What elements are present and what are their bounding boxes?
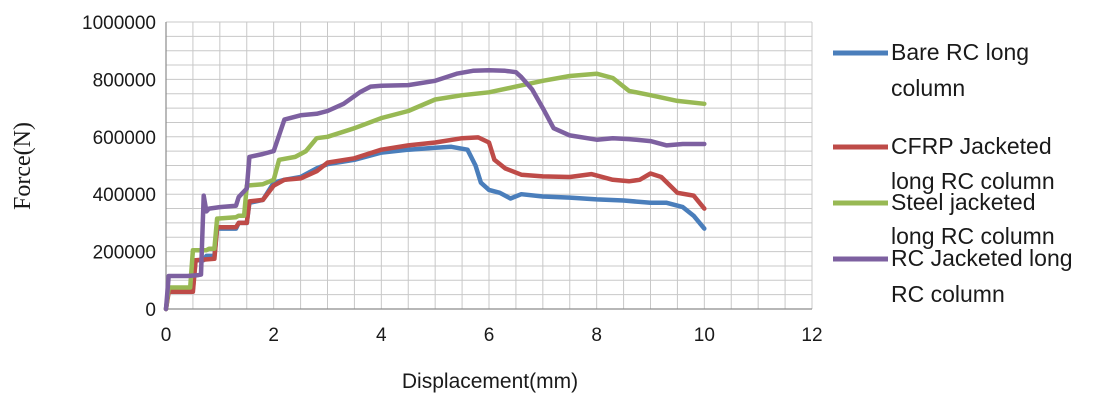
x-tick-label: 6 <box>484 325 495 346</box>
axes <box>165 22 812 310</box>
legend: Bare RC long column CFRP Jacketed long RC c… <box>833 39 1073 307</box>
y-tick-label: 800000 <box>93 70 156 91</box>
legend-label: RC Jacketed long <box>891 245 1073 271</box>
y-tick-label: 0 <box>145 300 156 321</box>
x-tick-label: 10 <box>694 325 715 346</box>
legend-label: column <box>891 75 965 101</box>
x-tick-label: 4 <box>376 325 387 346</box>
y-tick-label: 200000 <box>93 243 156 264</box>
series-line-rc-jacketed-long-rc-column <box>163 67 707 312</box>
legend-label: Steel jacketed <box>891 189 1035 215</box>
y-tick-label: 600000 <box>93 128 156 149</box>
legend-label: long RC column <box>891 168 1055 194</box>
legend-label: RC column <box>891 281 1005 307</box>
x-tick-label: 12 <box>801 325 822 346</box>
y-tick-label: 400000 <box>93 185 156 206</box>
legend-label: CFRP Jacketed <box>891 133 1052 159</box>
x-axis-title: Displacement(mm) <box>402 370 578 393</box>
legend-label: long RC column <box>891 223 1055 249</box>
gridlines <box>166 21 813 309</box>
x-tick-label: 2 <box>268 325 279 346</box>
x-tick-label: 0 <box>161 325 172 346</box>
series-lines <box>163 67 707 312</box>
y-tick-labels: 0 200000 400000 600000 800000 1000000 <box>82 13 156 321</box>
legend-label: Bare RC long <box>891 39 1029 65</box>
x-tick-label: 8 <box>591 325 602 346</box>
series-line-cfrp-jacketed-long-rc-column <box>163 135 707 312</box>
x-tick-labels: 0 2 4 6 8 10 12 <box>161 325 823 346</box>
y-axis-title: Force(N) <box>10 122 36 210</box>
series-line-steel-jacketed-long-rc-column <box>163 71 707 312</box>
y-tick-label: 1000000 <box>82 13 156 34</box>
